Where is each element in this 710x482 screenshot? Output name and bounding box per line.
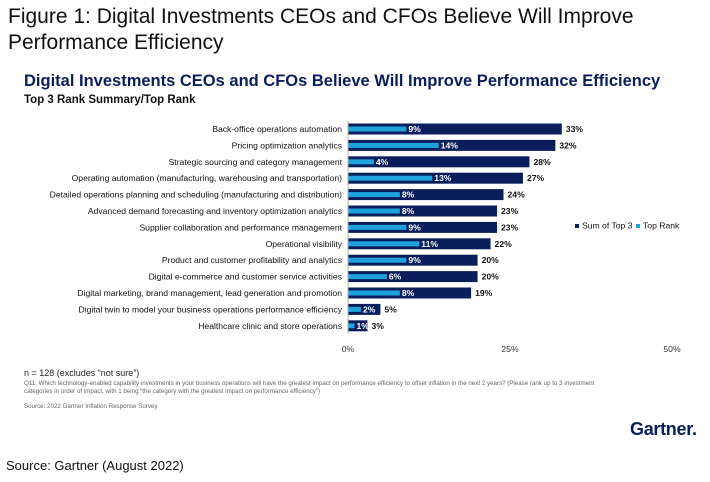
- category-label: Operational visibility: [266, 239, 343, 249]
- survey-source-note: Source: 2022 Gartner Inflation Response …: [24, 403, 158, 410]
- bar-top-rank: [348, 241, 420, 247]
- bar-top-rank: [348, 142, 439, 148]
- data-label-sum-of-top-3: 20%: [482, 272, 500, 282]
- category-label: Healthcare clinic and store operations: [198, 321, 342, 331]
- x-tick-label: 50%: [663, 344, 681, 354]
- category-label: Digital twin to model your business oper…: [78, 304, 342, 314]
- bar-top-rank: [348, 224, 407, 230]
- data-label-top-rank: 9%: [408, 255, 421, 265]
- data-label-top-rank: 14%: [441, 140, 459, 150]
- category-label: Digital e-commerce and customer service …: [149, 272, 342, 282]
- figure-source: Source: Gartner (August 2022): [6, 458, 184, 473]
- bar-top-rank: [348, 274, 387, 280]
- bar-top-rank: [348, 159, 374, 165]
- bar-sum-of-top-3: [348, 271, 478, 283]
- chart-subtitle: Top 3 Rank Summary/Top Rank: [24, 94, 196, 106]
- legend-swatch-top-rank: [636, 224, 640, 228]
- data-label-sum-of-top-3: 24%: [508, 190, 526, 200]
- data-label-sum-of-top-3: 28%: [533, 157, 551, 167]
- figure-title: Figure 1: Digital Investments CEOs and C…: [8, 5, 634, 54]
- bar-top-rank: [348, 290, 400, 296]
- bar-sum-of-top-3: [348, 205, 498, 217]
- data-label-sum-of-top-3: 32%: [559, 140, 577, 150]
- bar-sum-of-top-3: [348, 123, 562, 135]
- data-label-top-rank: 9%: [408, 222, 421, 232]
- data-label-top-rank: 11%: [421, 239, 438, 249]
- data-label-sum-of-top-3: 3%: [371, 321, 384, 331]
- legend-swatch-sum-of-top-3: [575, 224, 579, 228]
- data-label-sum-of-top-3: 33%: [566, 124, 584, 134]
- category-label: Strategic sourcing and category manageme…: [169, 157, 343, 167]
- bar-top-rank: [348, 175, 433, 181]
- data-label-top-rank: 8%: [402, 190, 415, 200]
- data-label-sum-of-top-3: 23%: [501, 206, 519, 216]
- gartner-logo: Gartner.: [630, 419, 697, 440]
- bar-sum-of-top-3: [348, 254, 478, 266]
- category-label: Product and customer profitability and a…: [162, 255, 342, 265]
- bar-top-rank: [348, 192, 400, 198]
- bar-top-rank: [348, 323, 355, 329]
- data-label-top-rank: 4%: [376, 157, 389, 167]
- survey-question-note: Q11: Which technology-enabled capability…: [24, 380, 595, 395]
- data-label-sum-of-top-3: 23%: [501, 222, 519, 232]
- data-label-sum-of-top-3: 5%: [384, 304, 397, 314]
- sample-size-note: n = 128 (excludes “not sure”): [24, 368, 140, 378]
- bar-top-rank: [348, 208, 400, 214]
- data-label-top-rank: 9%: [408, 124, 421, 134]
- category-label: Back-office operations automation: [212, 124, 342, 134]
- data-label-sum-of-top-3: 19%: [475, 288, 493, 298]
- data-label-top-rank: 13%: [434, 173, 452, 183]
- x-tick-label: 25%: [501, 344, 519, 354]
- data-label-sum-of-top-3: 20%: [482, 255, 500, 265]
- data-label-sum-of-top-3: 22%: [495, 239, 513, 249]
- logo-text: Gartner: [630, 419, 692, 439]
- category-label: Advanced demand forecasting and inventor…: [88, 206, 342, 216]
- logo-dot: .: [691, 419, 697, 439]
- data-label-top-rank: 8%: [402, 288, 415, 298]
- bar-top-rank: [348, 306, 361, 312]
- bar-sum-of-top-3: [348, 156, 530, 168]
- data-label-sum-of-top-3: 27%: [527, 173, 545, 183]
- category-label: Supplier collaboration and performance m…: [139, 222, 342, 232]
- bar-sum-of-top-3: [348, 172, 523, 184]
- data-label-top-rank: 6%: [389, 272, 402, 282]
- bar-sum-of-top-3: [348, 139, 556, 151]
- category-label: Digital marketing, brand management, lea…: [77, 288, 342, 298]
- category-label: Operating automation (manufacturing, war…: [72, 173, 343, 183]
- data-label-top-rank: 1%: [356, 321, 369, 331]
- chart-title: Digital Investments CEOs and CFOs Believ…: [24, 72, 661, 90]
- bar-sum-of-top-3: [348, 303, 381, 315]
- category-label: Pricing optimization analytics: [232, 140, 342, 150]
- bar-sum-of-top-3: [348, 221, 498, 233]
- x-tick-label: 0%: [342, 344, 355, 354]
- legend-label-top-rank: Top Rank: [643, 221, 680, 231]
- data-label-top-rank: 8%: [402, 206, 415, 216]
- bar-top-rank: [348, 257, 407, 263]
- bar-top-rank: [348, 126, 407, 132]
- data-label-top-rank: 2%: [363, 304, 376, 314]
- bar-sum-of-top-3: [348, 287, 472, 299]
- bar-sum-of-top-3: [348, 189, 504, 201]
- bar-sum-of-top-3: [348, 320, 368, 332]
- legend-label-sum-of-top-3: Sum of Top 3: [582, 221, 633, 231]
- category-label: Detailed operations planning and schedul…: [50, 190, 343, 200]
